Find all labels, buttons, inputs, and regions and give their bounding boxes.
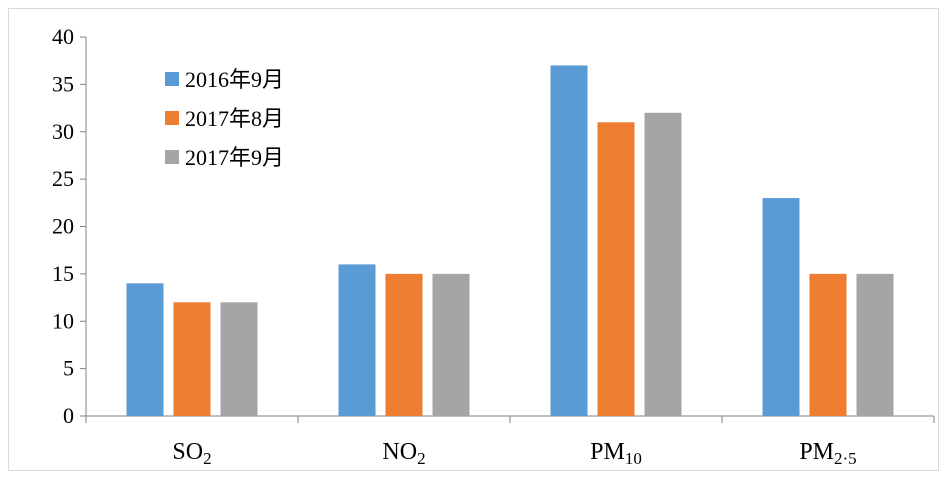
x-tick-label: PM2·5 bbox=[799, 439, 856, 468]
bar-3-3 bbox=[644, 112, 682, 417]
legend-swatch-2 bbox=[165, 111, 179, 125]
legend-swatch-3 bbox=[165, 150, 179, 164]
bar-3-1 bbox=[220, 302, 258, 416]
x-tick-label: NO2 bbox=[382, 439, 425, 468]
bar-2-3 bbox=[597, 122, 635, 417]
bar-2-1 bbox=[173, 302, 211, 416]
bar-2-4 bbox=[809, 273, 847, 416]
y-tick-label: 5 bbox=[63, 356, 74, 381]
bar-2-2 bbox=[385, 273, 423, 416]
legend-label-1: 2016年9月 bbox=[185, 67, 284, 92]
x-tick-label: PM10 bbox=[590, 439, 642, 468]
y-tick-label: 15 bbox=[52, 261, 74, 286]
bars bbox=[126, 65, 894, 417]
y-tick-label: 35 bbox=[52, 71, 74, 96]
legend-label-3: 2017年9月 bbox=[185, 145, 284, 170]
bar-1-2 bbox=[338, 264, 376, 416]
y-tick-label: 0 bbox=[63, 403, 74, 428]
bar-1-4 bbox=[762, 198, 800, 416]
axes: 0 5 10 15 20 25 30 35 40 SO2 NO2 PM10 PM2·5 bbox=[52, 24, 935, 468]
x-tick-label: SO2 bbox=[172, 439, 211, 468]
legend: 2016年9月 2017年8月 2017年9月 bbox=[165, 67, 284, 170]
legend-swatch-1 bbox=[165, 72, 179, 86]
y-tick-label: 10 bbox=[52, 308, 74, 333]
y-tick-label: 30 bbox=[52, 119, 74, 144]
bar-3-2 bbox=[432, 273, 470, 416]
y-tick-label: 25 bbox=[52, 166, 74, 191]
bar-1-3 bbox=[550, 65, 588, 417]
bar-3-4 bbox=[856, 273, 894, 416]
legend-label-2: 2017年8月 bbox=[185, 106, 284, 131]
bar-1-1 bbox=[126, 283, 164, 416]
y-tick-label: 40 bbox=[52, 24, 74, 49]
y-tick-label: 20 bbox=[52, 214, 74, 239]
